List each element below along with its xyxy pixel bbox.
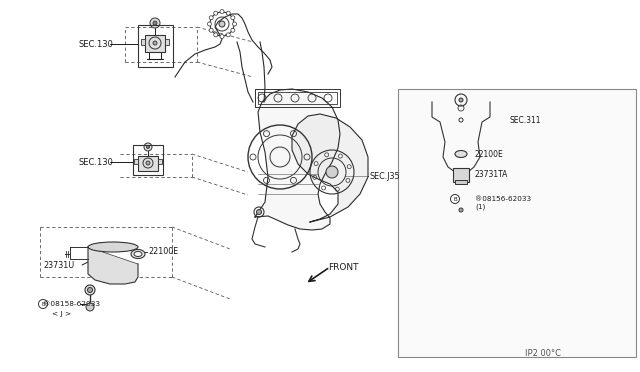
Bar xyxy=(158,159,162,164)
Bar xyxy=(138,156,158,171)
Circle shape xyxy=(146,161,150,165)
Circle shape xyxy=(214,33,218,37)
Circle shape xyxy=(459,208,463,212)
Circle shape xyxy=(150,18,160,28)
Text: 22100E: 22100E xyxy=(148,247,179,257)
Bar xyxy=(138,25,173,67)
Text: SEC.311: SEC.311 xyxy=(510,115,541,125)
Bar xyxy=(258,92,337,104)
Text: SEC.130: SEC.130 xyxy=(78,157,113,167)
Ellipse shape xyxy=(455,151,467,157)
Text: ®08158-62033: ®08158-62033 xyxy=(43,301,100,307)
Text: SEC.J35: SEC.J35 xyxy=(370,171,401,180)
Circle shape xyxy=(153,21,157,25)
Text: B: B xyxy=(453,196,457,202)
Text: 23731TA: 23731TA xyxy=(475,170,508,179)
Text: 22100E: 22100E xyxy=(475,150,504,158)
Circle shape xyxy=(147,145,150,148)
Text: B: B xyxy=(41,301,45,307)
Text: (1): (1) xyxy=(475,204,485,210)
Circle shape xyxy=(231,16,235,20)
Circle shape xyxy=(219,21,225,27)
Bar xyxy=(134,159,138,164)
Text: ®08156-62033: ®08156-62033 xyxy=(475,196,531,202)
Circle shape xyxy=(88,288,93,292)
Circle shape xyxy=(227,11,230,15)
Circle shape xyxy=(231,28,235,32)
Text: IP2 00°C: IP2 00°C xyxy=(525,350,561,359)
Bar xyxy=(255,89,340,107)
Ellipse shape xyxy=(134,251,142,257)
Circle shape xyxy=(220,10,224,13)
Circle shape xyxy=(257,209,262,215)
Bar xyxy=(141,39,145,45)
Text: 23731U: 23731U xyxy=(43,260,74,269)
Text: SEC.130: SEC.130 xyxy=(78,39,113,48)
Circle shape xyxy=(232,22,237,26)
Circle shape xyxy=(459,118,463,122)
Circle shape xyxy=(459,98,463,102)
Circle shape xyxy=(209,28,213,32)
Bar xyxy=(398,89,636,357)
Bar xyxy=(133,145,163,175)
Polygon shape xyxy=(292,114,368,222)
Circle shape xyxy=(214,11,218,15)
Circle shape xyxy=(209,16,213,20)
Circle shape xyxy=(153,41,157,45)
Ellipse shape xyxy=(88,242,138,252)
Bar xyxy=(453,168,469,182)
Circle shape xyxy=(227,33,230,37)
Circle shape xyxy=(207,22,211,26)
Circle shape xyxy=(220,35,224,38)
Polygon shape xyxy=(255,89,340,230)
Text: FRONT: FRONT xyxy=(328,263,358,273)
Ellipse shape xyxy=(131,250,145,259)
Circle shape xyxy=(326,166,338,178)
Bar xyxy=(145,35,165,52)
Polygon shape xyxy=(88,247,138,284)
Bar xyxy=(165,39,169,45)
Circle shape xyxy=(144,143,152,151)
Bar xyxy=(455,180,467,184)
Circle shape xyxy=(86,303,94,311)
Circle shape xyxy=(85,285,95,295)
Text: < J >: < J > xyxy=(52,311,71,317)
